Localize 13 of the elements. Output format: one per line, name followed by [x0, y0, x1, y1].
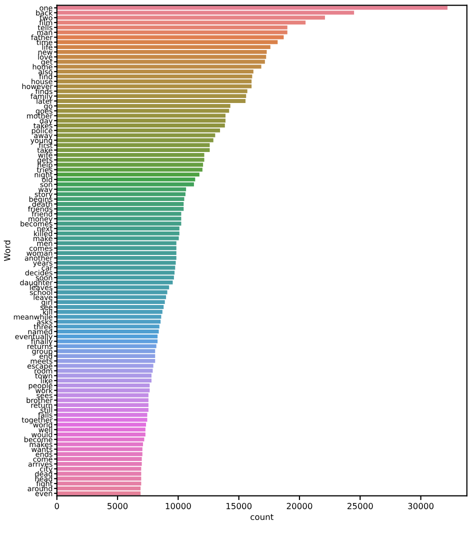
bar — [56, 339, 158, 344]
y-axis-title: Word — [4, 240, 10, 262]
bar — [56, 30, 288, 34]
x-tick-label: 0 — [54, 502, 59, 510]
x-tick-label: 5000 — [108, 502, 128, 510]
bar — [56, 172, 200, 177]
x-tick-label: 15000 — [226, 502, 252, 510]
x-tick-label: 25000 — [347, 502, 373, 510]
bar — [56, 178, 196, 182]
x-axis-title: count — [250, 514, 274, 520]
x-tick-label: 20000 — [286, 502, 312, 510]
x-tick-label: 30000 — [408, 502, 434, 510]
x-tick-label: 10000 — [166, 502, 191, 510]
